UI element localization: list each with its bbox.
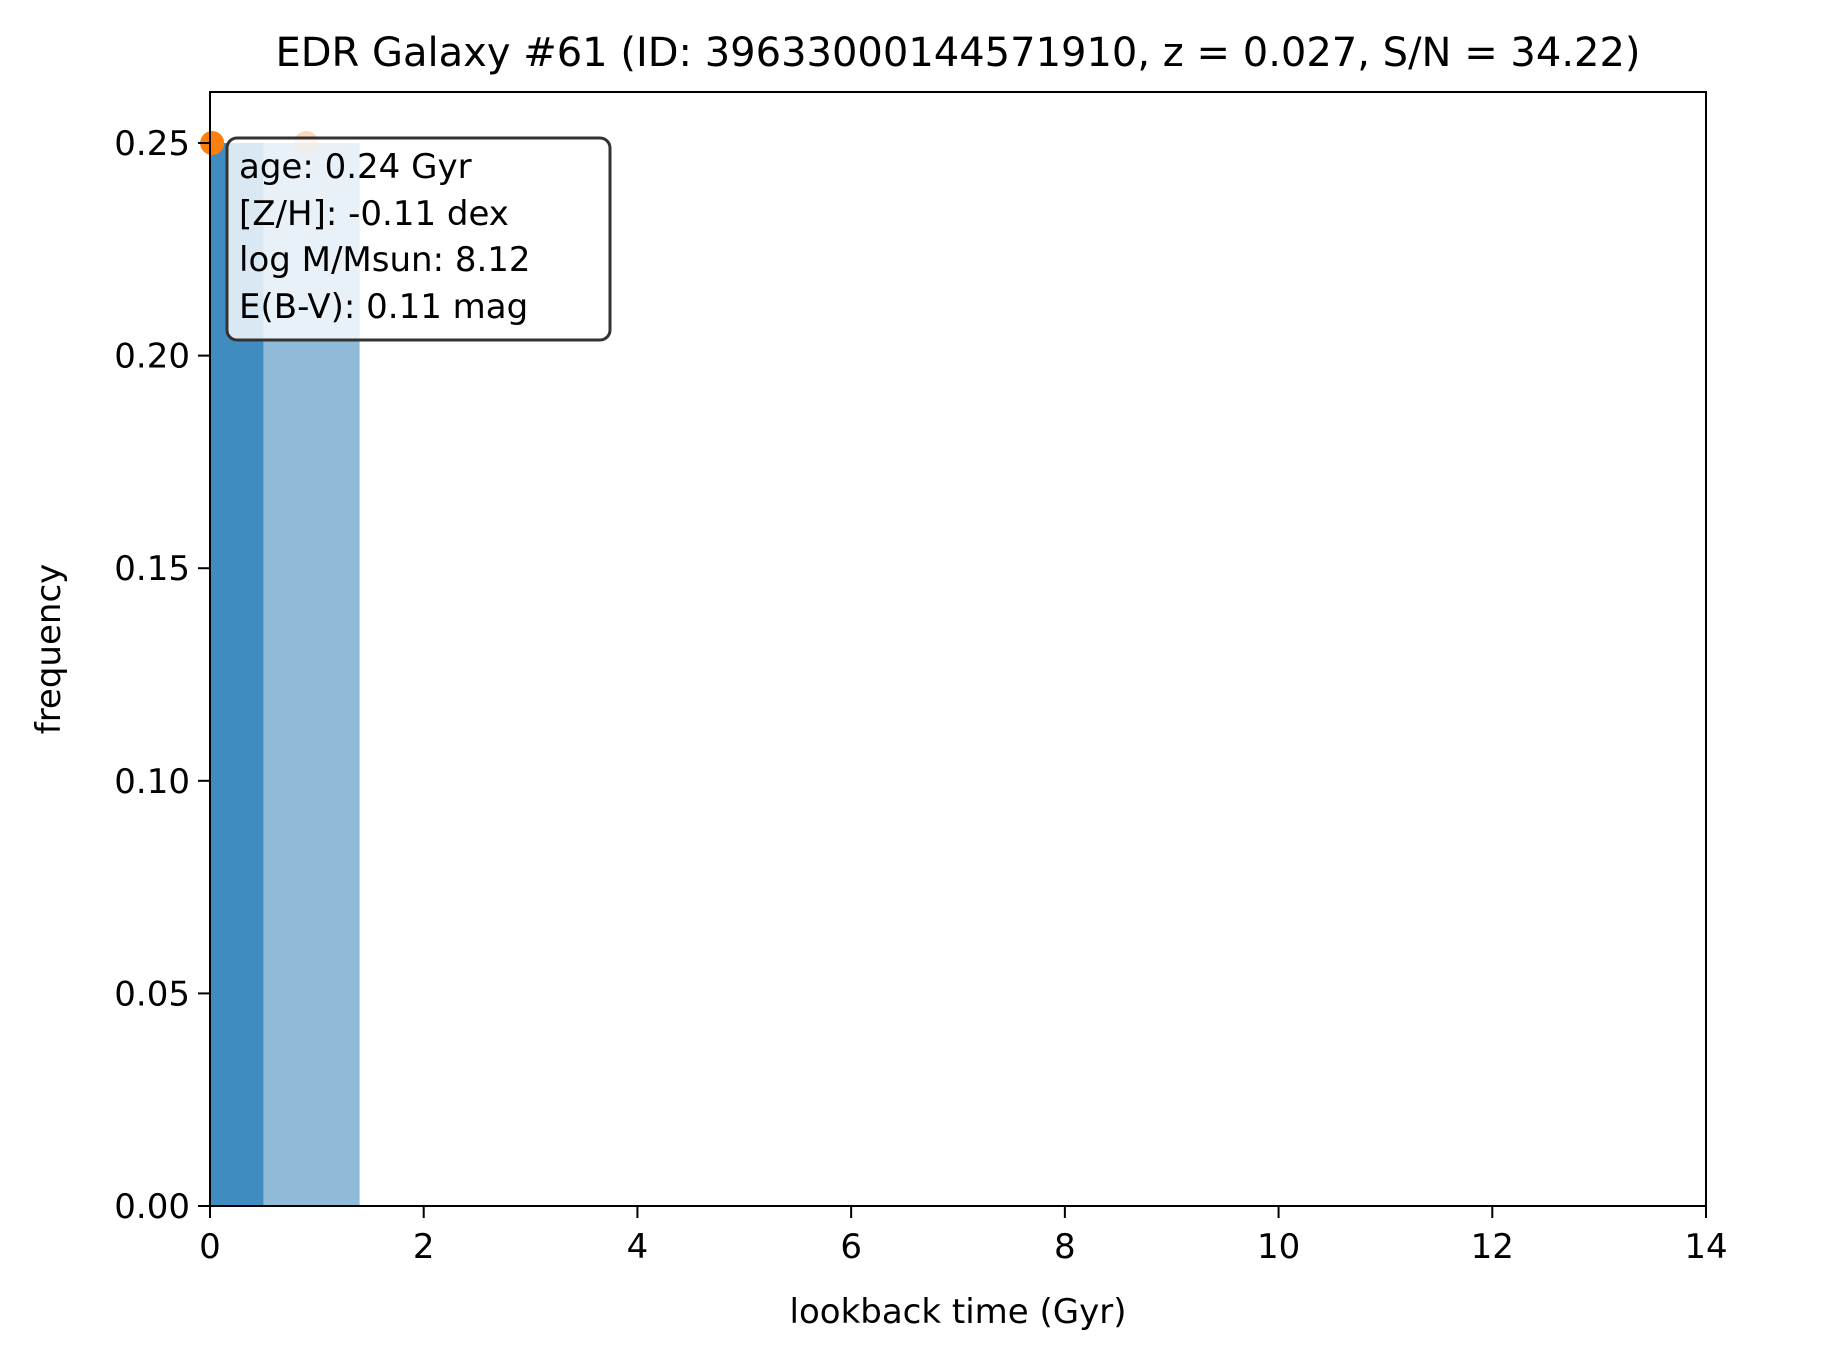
x-tick-label: 10 bbox=[1257, 1227, 1300, 1267]
chart-title: EDR Galaxy #61 (ID: 39633000144571910, z… bbox=[275, 30, 1640, 76]
x-tick-label: 14 bbox=[1684, 1227, 1727, 1267]
y-tick-label: 0.25 bbox=[114, 124, 190, 164]
info-box-background bbox=[225, 136, 612, 342]
plot-frame bbox=[209, 91, 1707, 1207]
x-axis: 0 2 4 6 8 10 12 14 bbox=[199, 1206, 1728, 1267]
y-tick-label: 0.00 bbox=[114, 1187, 190, 1227]
marker-series-0 bbox=[200, 131, 225, 156]
x-tick-label: 0 bbox=[199, 1227, 221, 1267]
x-tick-label: 2 bbox=[413, 1227, 435, 1267]
x-tick-label: 8 bbox=[1054, 1227, 1076, 1267]
y-tick-label: 0.10 bbox=[114, 762, 190, 802]
y-axis: 0.00 0.05 0.10 0.15 0.20 0.25 bbox=[114, 124, 210, 1227]
info-line-metallicity: [Z/H]: -0.11 dex bbox=[239, 194, 509, 234]
info-line-reddening: E(B-V): 0.11 mag bbox=[239, 287, 528, 327]
info-box: age: 0.24 Gyr [Z/H]: -0.11 dex log M/Msu… bbox=[225, 136, 612, 342]
y-tick-label: 0.15 bbox=[114, 549, 190, 589]
info-line-age: age: 0.24 Gyr bbox=[239, 147, 472, 187]
x-tick-label: 4 bbox=[627, 1227, 649, 1267]
x-tick-label: 12 bbox=[1471, 1227, 1514, 1267]
x-tick-label: 6 bbox=[840, 1227, 862, 1267]
x-axis-label: lookback time (Gyr) bbox=[790, 1292, 1127, 1332]
y-axis-label: frequency bbox=[29, 564, 69, 735]
y-tick-label: 0.20 bbox=[114, 337, 190, 377]
info-line-stellar-mass: log M/Msun: 8.12 bbox=[239, 240, 531, 280]
y-tick-label: 0.05 bbox=[114, 974, 190, 1014]
